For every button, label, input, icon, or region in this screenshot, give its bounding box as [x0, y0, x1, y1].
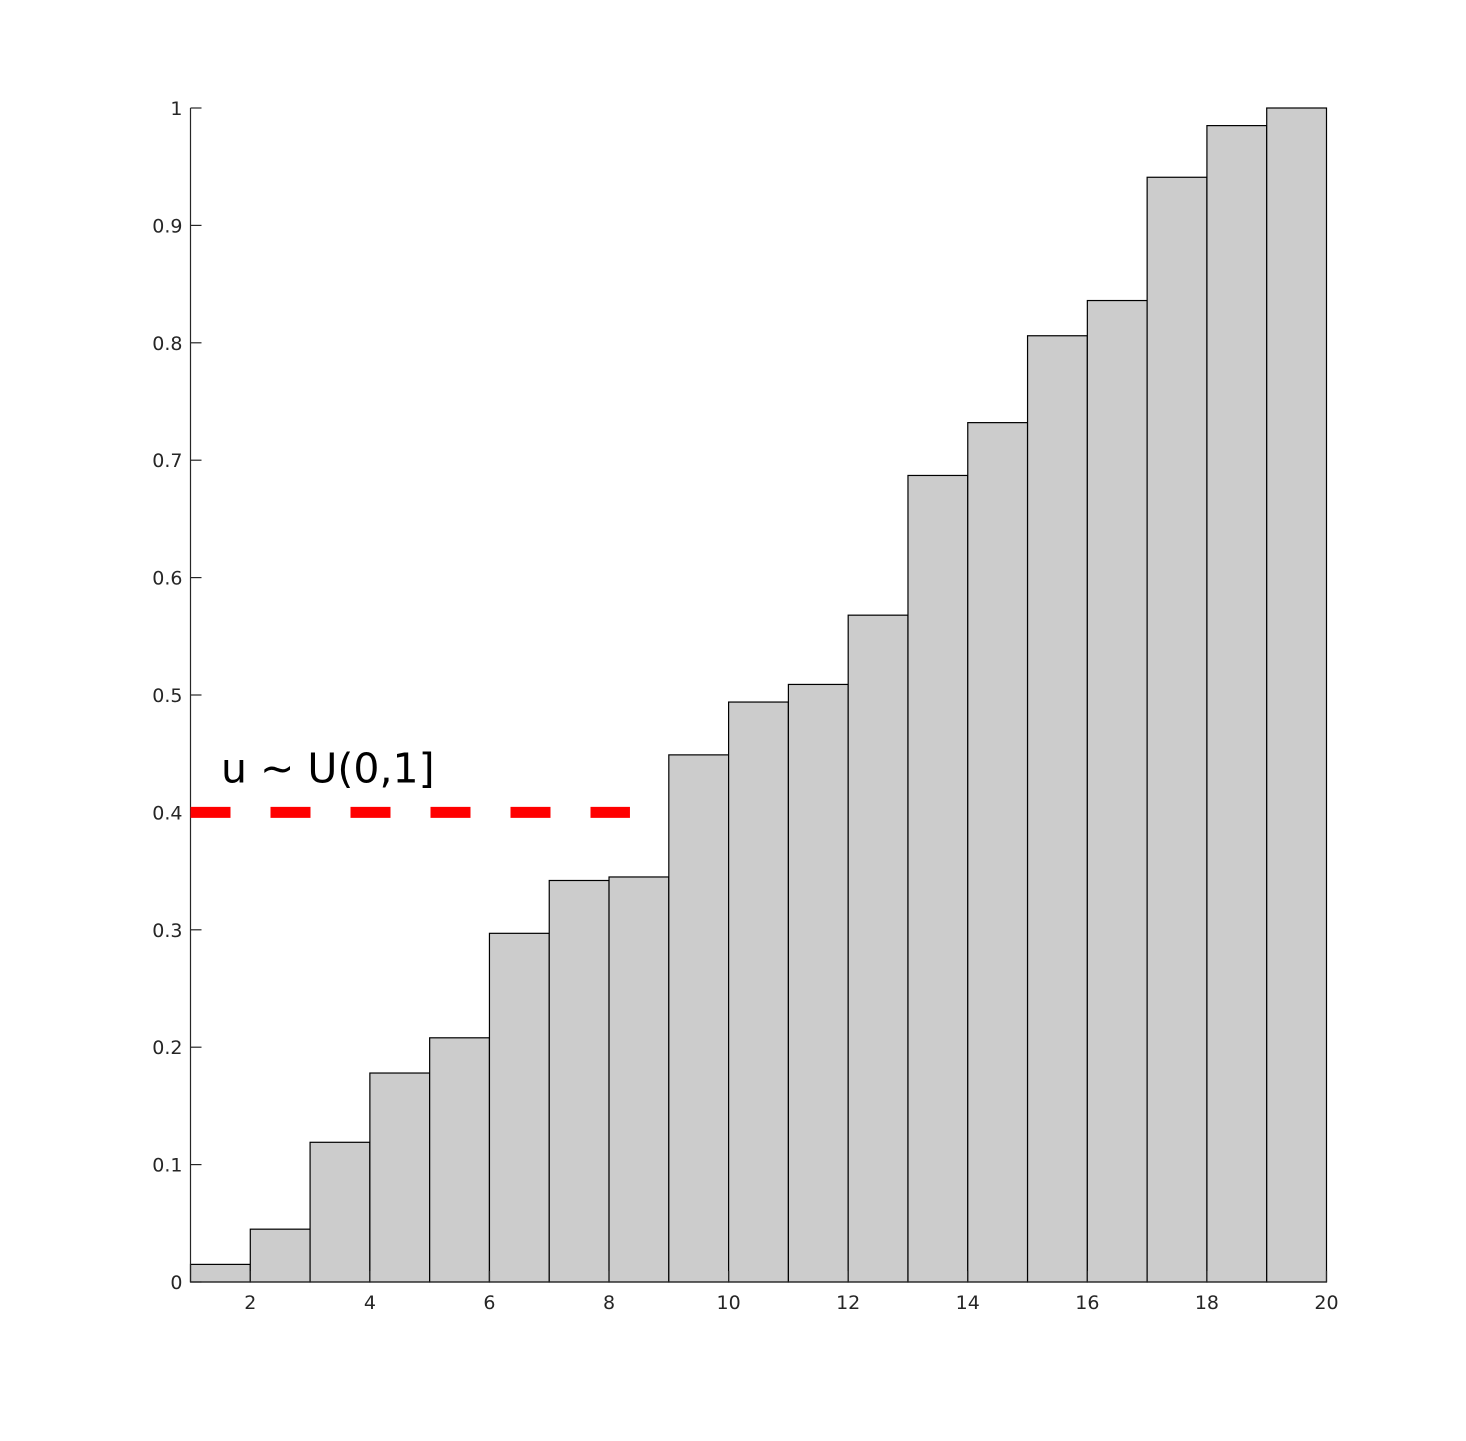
x-tick-label: 4	[364, 1292, 376, 1314]
x-tick-label: 16	[1075, 1292, 1099, 1314]
y-tick-label: 0.7	[152, 450, 182, 472]
y-tick-label: 0.1	[152, 1155, 182, 1177]
ticks-group: 00.10.20.30.40.50.60.70.80.912 4 6 8 10 12 14 1…	[152, 98, 1338, 1314]
bar-10	[728, 701, 789, 1283]
bars-group	[189, 107, 1328, 1283]
bar-3	[309, 1141, 371, 1283]
bar-16	[1086, 299, 1148, 1283]
x-tick-label: 18	[1195, 1292, 1219, 1314]
y-tick-label: 0.4	[152, 802, 182, 824]
x-tick-label: 10	[717, 1292, 741, 1314]
x-tick-label: 20	[1314, 1292, 1338, 1314]
bar-6	[488, 932, 550, 1283]
bar-1	[189, 1263, 251, 1283]
bar-11	[787, 683, 849, 1283]
y-tick-label: 0.5	[152, 685, 182, 707]
x-tick-label: 12	[836, 1292, 860, 1314]
bar-5	[429, 1037, 491, 1283]
threshold-annotation: u ~ U(0,1]	[221, 744, 435, 792]
y-tick-label: 0.8	[152, 333, 182, 355]
x-tick-label: 2	[244, 1292, 256, 1314]
bar-2	[249, 1228, 311, 1283]
y-tick-label: 0.6	[152, 568, 182, 590]
bar-17	[1146, 176, 1208, 1283]
bar-8	[608, 876, 670, 1283]
bar-4	[369, 1072, 431, 1283]
x-tick-label: 6	[483, 1292, 495, 1314]
bar-9	[668, 754, 730, 1283]
bar-7	[548, 879, 610, 1283]
y-tick-label: 0.9	[152, 215, 182, 237]
y-tick-label: 0.3	[152, 920, 182, 942]
bar-13	[907, 474, 969, 1283]
bar-15	[1026, 335, 1088, 1283]
x-tick-label: 8	[603, 1292, 615, 1314]
bar-14	[967, 422, 1029, 1283]
y-tick-label: 0.2	[152, 1037, 182, 1059]
y-tick-label: 0	[170, 1272, 182, 1294]
bar-18	[1206, 125, 1268, 1283]
x-tick-label: 14	[956, 1292, 980, 1314]
bar-19	[1266, 107, 1328, 1283]
bar-12	[847, 614, 909, 1283]
y-tick-label: 1	[170, 98, 182, 120]
